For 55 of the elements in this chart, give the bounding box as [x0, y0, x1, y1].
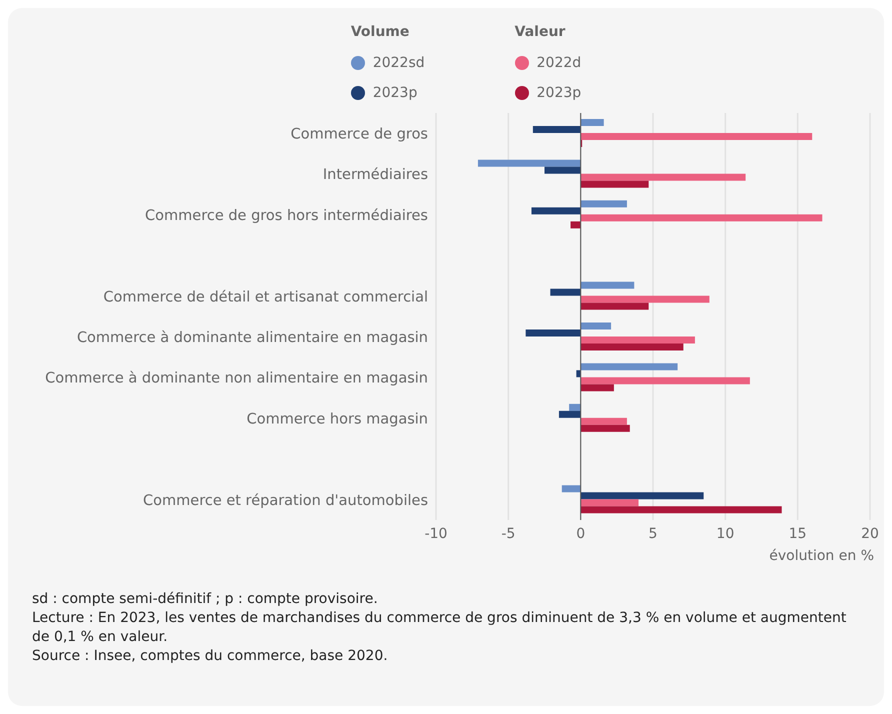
bar	[580, 133, 812, 140]
bar	[544, 166, 581, 174]
bar	[580, 424, 630, 432]
bar	[580, 180, 649, 188]
legend-label: 2022d	[536, 55, 582, 71]
bar	[580, 214, 822, 222]
legend-label: 2022sd	[372, 55, 425, 71]
bar	[580, 418, 627, 425]
x-axis-title: évolution en %	[768, 548, 875, 564]
y-tick-label: Commerce hors magasin	[246, 411, 428, 428]
text: sd : compte semi-définitif ; p : compte provisoire.	[32, 590, 379, 609]
bar	[580, 377, 750, 384]
y-tick-label: Commerce à dominante alimentaire en magasin	[76, 330, 428, 346]
bar	[558, 410, 581, 418]
bar	[478, 160, 581, 167]
bar	[580, 302, 649, 310]
bar	[570, 221, 581, 228]
text: Lecture : En 2023, les ventes de marchandises du commerce de gros diminuent de 3,3 % en volume et augmentent de 0,1 % en valeur.	[32, 609, 848, 647]
x-tick-label: 20	[861, 526, 879, 542]
bar	[526, 330, 581, 336]
bar	[532, 126, 581, 133]
bar	[580, 322, 612, 330]
text: Volume	[350, 24, 410, 40]
x-tick-label: 10	[716, 526, 734, 542]
bar	[550, 288, 581, 296]
bar	[562, 485, 581, 492]
y-tick-label: Commerce et réparation d'automobiles	[143, 492, 428, 509]
legend-label: 2023p	[372, 85, 418, 101]
y-tick-label: Commerce de détail et artisanat commercial	[103, 289, 428, 306]
bar	[580, 492, 704, 500]
bar	[580, 119, 604, 126]
x-tick-label: 0	[576, 526, 586, 542]
bar	[569, 404, 581, 411]
source-note: Source : Insee, comptes du commerce, base 2020.	[32, 647, 389, 666]
bar	[580, 296, 710, 303]
bar	[580, 174, 746, 181]
bar	[531, 207, 581, 214]
y-tick-label: Intermédiaires	[322, 167, 428, 184]
bar	[580, 363, 678, 370]
y-tick-label: Commerce de gros	[290, 126, 428, 142]
bar	[580, 282, 634, 289]
y-tick-label: Commerce à dominante non alimentaire en magasin	[45, 370, 428, 387]
text: Valeur	[514, 24, 566, 40]
bar	[580, 344, 684, 350]
bar	[580, 506, 782, 514]
bar	[580, 499, 639, 506]
x-tick-label: -10	[424, 526, 448, 542]
y-tick-label: Commerce de gros hors intermédiaires	[145, 208, 428, 224]
bar	[580, 336, 695, 344]
bar	[580, 200, 627, 208]
x-tick-label: 15	[788, 526, 807, 542]
x-tick-label: -5	[501, 526, 516, 542]
legend-label: 2023p	[536, 85, 582, 101]
bar	[580, 384, 614, 392]
x-tick-label: 5	[648, 526, 658, 542]
